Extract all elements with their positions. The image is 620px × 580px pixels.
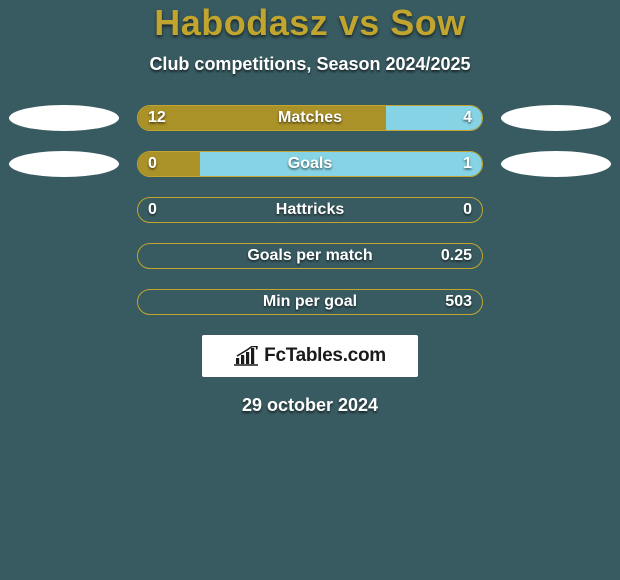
stat-label: Goals per match	[247, 247, 372, 265]
stat-row: 0 1 Goals	[0, 151, 620, 177]
stat-row: 12 4 Matches	[0, 105, 620, 131]
spacer	[9, 289, 119, 315]
stat-label: Min per goal	[263, 293, 357, 311]
spacer	[9, 243, 119, 269]
spacer	[501, 197, 611, 223]
stat-row: 0.25 Goals per match	[0, 243, 620, 269]
stat-value-right: 4	[463, 109, 472, 127]
spacer	[501, 243, 611, 269]
brand-badge[interactable]: FcTables.com	[202, 335, 418, 377]
stat-label: Hattricks	[276, 201, 344, 219]
stat-label: Matches	[278, 109, 342, 127]
stat-value-right: 503	[445, 293, 472, 311]
stat-bar: 12 4 Matches	[137, 105, 483, 131]
stat-row: 0 0 Hattricks	[0, 197, 620, 223]
stat-bar: 0.25 Goals per match	[137, 243, 483, 269]
stat-value-left: 12	[148, 109, 166, 127]
stat-value-right: 0	[463, 201, 472, 219]
stat-bar-fill-left	[138, 106, 386, 130]
player-left-marker	[9, 151, 119, 177]
stat-row: 503 Min per goal	[0, 289, 620, 315]
spacer	[9, 197, 119, 223]
stat-bar-fill-right	[200, 152, 482, 176]
stat-value-right: 1	[463, 155, 472, 173]
page-title: Habodasz vs Sow	[0, 2, 620, 44]
stat-value-left: 0	[148, 155, 157, 173]
chart-icon	[234, 346, 260, 366]
spacer	[501, 289, 611, 315]
stat-value-right: 0.25	[441, 247, 472, 265]
date-label: 29 october 2024	[0, 395, 620, 416]
brand-text: FcTables.com	[264, 345, 386, 367]
player-right-marker	[501, 105, 611, 131]
stat-bar: 0 1 Goals	[137, 151, 483, 177]
comparison-card: Habodasz vs Sow Club competitions, Seaso…	[0, 0, 620, 580]
subtitle: Club competitions, Season 2024/2025	[0, 54, 620, 75]
stat-bar: 503 Min per goal	[137, 289, 483, 315]
stat-rows: 12 4 Matches 0 1 Goals 0 0 Hattricks 0.25 Goals pe…	[0, 105, 620, 315]
stat-bar: 0 0 Hattricks	[137, 197, 483, 223]
player-left-marker	[9, 105, 119, 131]
stat-label: Goals	[288, 155, 332, 173]
player-right-marker	[501, 151, 611, 177]
stat-value-left: 0	[148, 201, 157, 219]
